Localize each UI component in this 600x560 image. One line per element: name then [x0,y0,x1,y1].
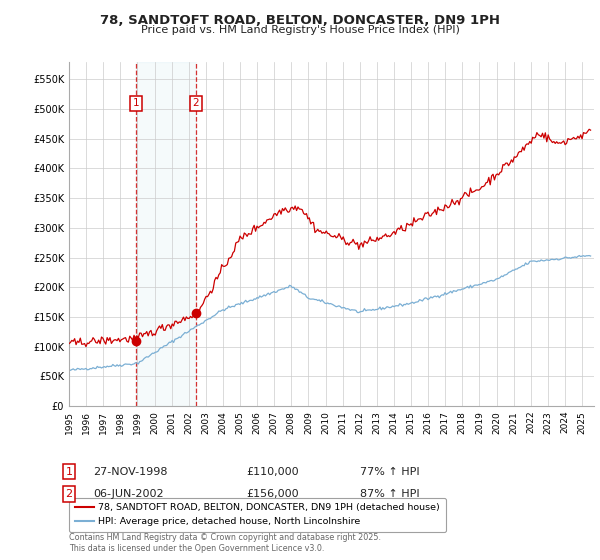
Text: 1: 1 [65,466,73,477]
Text: 87% ↑ HPI: 87% ↑ HPI [360,489,419,499]
Text: £110,000: £110,000 [246,466,299,477]
Text: 78, SANDTOFT ROAD, BELTON, DONCASTER, DN9 1PH: 78, SANDTOFT ROAD, BELTON, DONCASTER, DN… [100,14,500,27]
Bar [136,62,196,406]
Text: 27-NOV-1998: 27-NOV-1998 [93,466,167,477]
Text: £156,000: £156,000 [246,489,299,499]
Text: 2: 2 [65,489,73,499]
Text: Contains HM Land Registry data © Crown copyright and database right 2025.
This d: Contains HM Land Registry data © Crown c… [69,533,381,553]
Text: 77% ↑ HPI: 77% ↑ HPI [360,466,419,477]
Text: 06-JUN-2002: 06-JUN-2002 [93,489,164,499]
Text: Price paid vs. HM Land Registry's House Price Index (HPI): Price paid vs. HM Land Registry's House … [140,25,460,35]
Text: 2: 2 [193,98,199,108]
Legend: 78, SANDTOFT ROAD, BELTON, DONCASTER, DN9 1PH (detached house), HPI: Average pri: 78, SANDTOFT ROAD, BELTON, DONCASTER, DN… [69,498,446,531]
Text: 1: 1 [133,98,139,108]
